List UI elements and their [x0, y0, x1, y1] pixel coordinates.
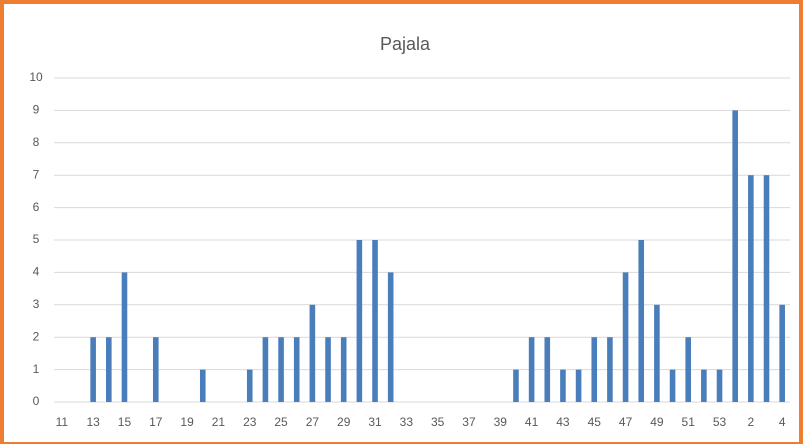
bar [340, 337, 347, 402]
y-tick-label: 5 [33, 232, 40, 246]
y-tick-label: 9 [33, 103, 40, 117]
bar [372, 240, 378, 402]
x-tick-label: 37 [462, 415, 476, 429]
bar [575, 369, 582, 402]
bar [544, 337, 551, 402]
x-tick-label: 29 [337, 415, 351, 429]
bar [278, 337, 284, 402]
bar [513, 369, 519, 402]
bar [309, 304, 316, 402]
x-tick-label: 31 [368, 415, 382, 429]
bar [748, 175, 754, 402]
bar [528, 337, 535, 402]
x-tick-label: 35 [431, 415, 445, 429]
bar [685, 337, 692, 402]
bar [732, 110, 738, 403]
bar [654, 304, 660, 402]
chart-title: Pajala [380, 34, 431, 54]
y-tick-label: 3 [33, 297, 40, 311]
x-tick-label: 45 [588, 415, 602, 429]
bar [607, 337, 613, 402]
bar [716, 369, 723, 402]
x-tick-label: 13 [86, 415, 100, 429]
x-tick-label: 39 [494, 415, 508, 429]
bar [763, 175, 770, 402]
x-tick-label: 2 [748, 415, 755, 429]
x-tick-label: 19 [180, 415, 194, 429]
bar [262, 337, 269, 402]
x-tick-label: 17 [149, 415, 163, 429]
y-tick-label: 2 [33, 329, 40, 343]
bar [90, 337, 96, 402]
bar [246, 369, 253, 402]
y-tick-label: 10 [29, 70, 43, 84]
x-tick-label: 23 [243, 415, 257, 429]
y-tick-label: 8 [33, 135, 40, 149]
x-tick-label: 33 [400, 415, 414, 429]
bar [779, 304, 785, 402]
bar [622, 272, 629, 402]
bar [560, 369, 566, 402]
y-tick-label: 6 [33, 200, 40, 214]
x-tick-label: 21 [212, 415, 226, 429]
x-tick-label: 51 [682, 415, 696, 429]
bar [152, 337, 159, 402]
x-tick-label: 11 [56, 415, 69, 429]
bar [669, 369, 676, 402]
x-tick-label: 41 [525, 415, 539, 429]
x-tick-label: 43 [556, 415, 570, 429]
y-tick-label: 4 [33, 265, 40, 279]
x-tick-label: 15 [118, 415, 132, 429]
bar [199, 369, 206, 402]
y-tick-label: 7 [33, 167, 40, 181]
y-tick-label: 1 [33, 362, 40, 376]
x-tick-label: 53 [713, 415, 727, 429]
bar [325, 337, 331, 402]
x-tick-label: 27 [306, 415, 320, 429]
bar [106, 337, 112, 402]
bar [701, 369, 707, 402]
x-tick-label: 25 [274, 415, 288, 429]
bar [121, 272, 128, 402]
y-tick-label: 0 [33, 394, 40, 408]
bar [638, 240, 645, 402]
bar [293, 337, 300, 402]
bar [591, 337, 598, 402]
x-tick-label: 4 [779, 415, 786, 429]
bar [387, 272, 394, 402]
x-tick-label: 49 [650, 415, 664, 429]
bar [356, 240, 363, 402]
x-tick-label: 47 [619, 415, 633, 429]
